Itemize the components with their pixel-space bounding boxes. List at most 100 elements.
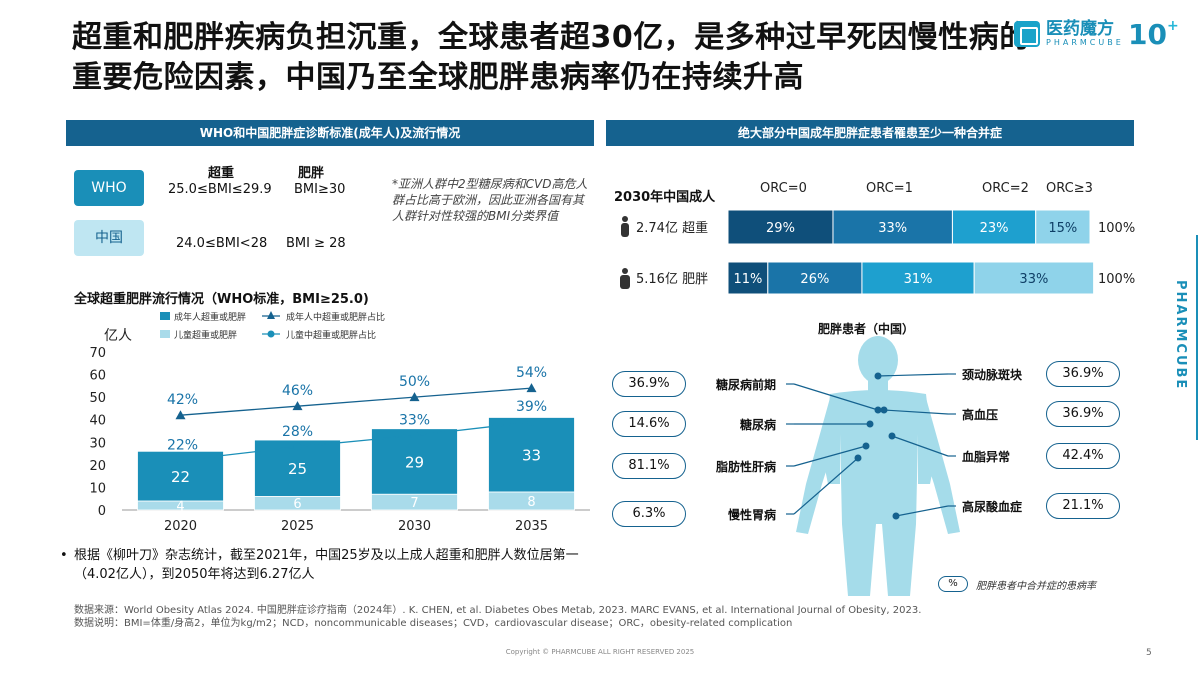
marker-0-1 <box>292 401 303 411</box>
who-badge: WHO <box>74 170 144 206</box>
line-label-0-1: 46% <box>282 383 313 399</box>
bar-adult-2035 <box>488 417 575 493</box>
right-pct-pill-3: 21.1% <box>1046 493 1120 519</box>
orc-seg-label-1-2: 31% <box>904 272 933 287</box>
orc-seg-label-0-0: 29% <box>766 221 795 236</box>
label-adult-2030: 29 <box>405 453 424 471</box>
legend-label-1: 成年人中超重或肥胖占比 <box>286 311 385 323</box>
x-tick-2025: 2025 <box>281 519 314 534</box>
orc-total-1: 100% <box>1098 272 1135 287</box>
marker-1-3 <box>527 417 536 426</box>
who-obese: BMI≥30 <box>294 182 346 197</box>
label-adult-2035: 33 <box>522 447 541 465</box>
y-tick-4: 40 <box>89 414 106 429</box>
legend-label-2: 儿童超重或肥胖 <box>174 329 237 341</box>
orc-seg-label-1-1: 26% <box>800 272 829 287</box>
line-1 <box>180 421 532 461</box>
source-line-1: 数据来源：World Obesity Atlas 2024. 中国肥胖症诊疗指南… <box>74 605 922 616</box>
orc-row-label-0: 2.74亿 超重 <box>636 220 708 236</box>
left-dot-1 <box>866 420 874 428</box>
y-tick-0: 0 <box>98 504 106 519</box>
left-condition-0: 糖尿病前期 <box>715 378 776 392</box>
right-condition-2: 血脂异常 <box>962 450 1011 464</box>
line-label-0-0: 42% <box>167 392 198 408</box>
left-callout-2 <box>793 445 867 467</box>
orc-seg-0-1 <box>832 209 953 245</box>
orc-seg-0-0 <box>727 209 834 245</box>
right-callout-3 <box>895 505 949 517</box>
chart-title: 全球超重肥胖流行情况（WHO标准，BMI≥25.0) <box>74 292 369 307</box>
china-overweight: 24.0≤BMI<28 <box>176 236 268 251</box>
orc-seg-1-2 <box>861 261 975 295</box>
right-pct-pill-1: 36.9% <box>1046 401 1120 427</box>
orc-seg-label-0-1: 33% <box>878 221 907 236</box>
y-tick-7: 70 <box>89 346 106 361</box>
right-condition-1: 高血压 <box>962 408 999 422</box>
legend-marker-1 <box>267 311 275 319</box>
title-line-2: 重要危险因素，中国乃至全球肥胖患病率仍在持续升高 <box>72 60 804 95</box>
marker-0-2 <box>409 392 420 402</box>
right-callout-0 <box>877 373 949 377</box>
source-line-2: 数据说明：BMI=体重/身高2，单位为kg/m2；NCD，noncommunic… <box>74 618 793 629</box>
person-icon-1 <box>622 268 628 274</box>
y-tick-1: 10 <box>89 481 106 496</box>
line-label-0-3: 54% <box>516 365 547 381</box>
orc-head-0: ORC=0 <box>760 181 807 196</box>
right-section-title: 绝大部分中国成年肥胖症患者罹患至少一种合并症 <box>606 120 1134 146</box>
bar-adult-2030 <box>371 428 458 495</box>
marker-1-1 <box>293 442 302 451</box>
right-dot-1 <box>880 406 888 414</box>
left-dot-0 <box>874 406 882 414</box>
line-0 <box>180 387 532 416</box>
right-dot-2 <box>888 432 896 440</box>
bullet-note: • 根据《柳叶刀》杂志统计，截至2021年，中国25岁及以上成人超重和肥胖人数位居… <box>60 548 579 582</box>
right-callout-1 <box>883 409 949 415</box>
right-pct-pill-0: 36.9% <box>1046 361 1120 387</box>
col-obese: 肥胖 <box>298 166 325 181</box>
company-logo: 医药魔方 PHARMCUBE <box>1014 20 1124 47</box>
right-dot-3 <box>892 512 900 520</box>
marker-1-0 <box>176 456 185 465</box>
left-condition-3: 慢性胃病 <box>727 508 776 522</box>
left-section-title: WHO和中国肥胖症诊断标准(成年人)及流行情况 <box>66 120 594 146</box>
asia-note: *亚洲人群中2型糖尿病和CVD高危人群占比高于欧洲，因此亚洲各国有其人群针对性较… <box>392 177 588 223</box>
line-label-1-2: 33% <box>399 413 430 429</box>
orc-seg-label-0-2: 23% <box>980 221 1009 236</box>
marker-0-3 <box>526 383 537 393</box>
orc-seg-label-1-3: 33% <box>1019 272 1048 287</box>
y-tick-6: 60 <box>89 369 106 384</box>
person-body-0 <box>621 223 629 237</box>
who-overweight: 25.0≤BMI≤29.9 <box>168 182 272 197</box>
line-label-0-2: 50% <box>399 374 430 390</box>
copyright: Copyright © PHARMCUBE ALL RIGHT RESERVED… <box>505 648 695 656</box>
legend-swatch-2 <box>160 330 170 338</box>
orc-seg-0-3 <box>1035 209 1091 245</box>
callout-lines <box>786 372 956 520</box>
side-brand: PHARMCUBE <box>1173 280 1188 391</box>
y-tick-5: 50 <box>89 391 106 406</box>
orc-seg-label-0-3: 15% <box>1048 221 1077 236</box>
orc-chart: ORC=0 ORC=1 ORC=2 ORC≥3 2.74亿 超重 29% 33% 23% 15%… <box>620 181 1135 295</box>
legend-text: 肥胖患者中合并症的患病率 <box>976 581 1096 592</box>
line-label-1-3: 39% <box>516 399 547 415</box>
logo-cn: 医药魔方 <box>1046 19 1114 39</box>
left-pct-pill-2: 81.1% <box>612 453 686 479</box>
china-obese: BMI ≥ 28 <box>286 236 346 251</box>
line-label-1-1: 28% <box>282 424 313 440</box>
orc-row-header: 2030年中国成人 <box>614 190 716 205</box>
anniversary-logo: 10+ <box>1128 18 1179 51</box>
orc-seg-1-0 <box>727 261 769 295</box>
left-pct-pill-1: 14.6% <box>612 411 686 437</box>
y-tick-3: 30 <box>89 436 106 451</box>
x-tick-2020: 2020 <box>164 519 197 534</box>
body-figure <box>786 336 960 596</box>
legend-marker-3 <box>267 330 275 338</box>
orc-total-0: 100% <box>1098 221 1135 236</box>
orc-head-2: ORC=2 <box>982 181 1029 196</box>
left-pct-pill-3: 6.3% <box>612 501 686 527</box>
line-label-1-0: 22% <box>167 437 198 453</box>
orc-seg-label-1-0: 11% <box>733 272 762 287</box>
right-condition-0: 颈动脉斑块 <box>962 368 1023 382</box>
orc-head-1: ORC=1 <box>866 181 913 196</box>
